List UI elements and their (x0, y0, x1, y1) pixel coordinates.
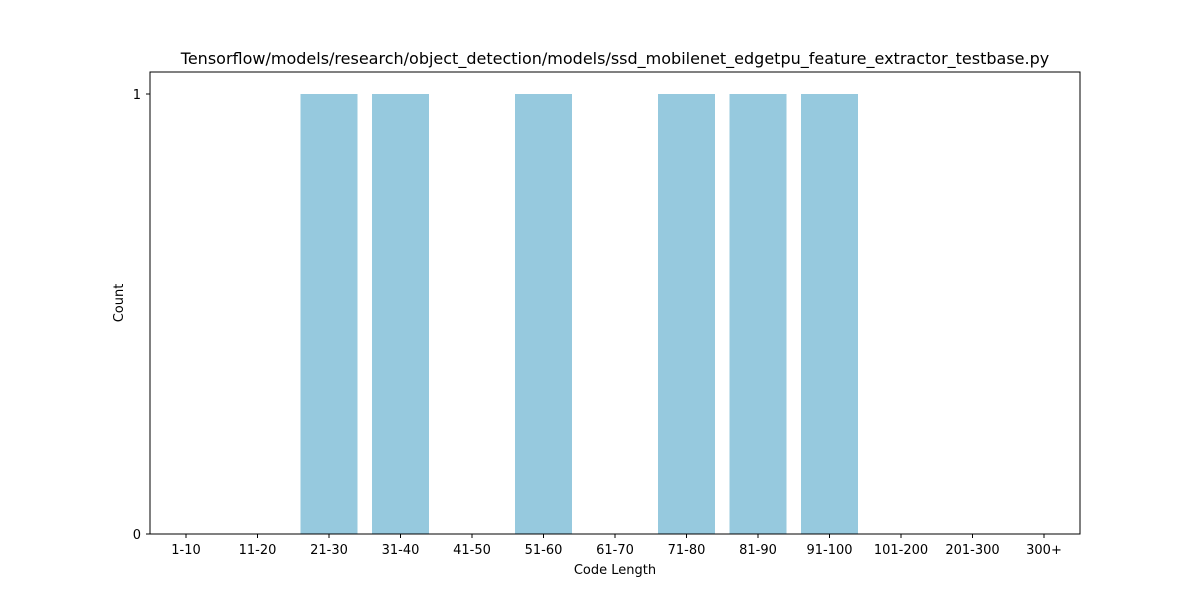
x-tick-label: 300+ (1026, 543, 1062, 558)
x-axis-ticks: 1-10 11-20 21-30 31-40 41-50 51-60 61-70 71-80 8… (171, 534, 1062, 558)
x-tick-label: 101-200 (874, 543, 928, 558)
x-tick-label: 61-70 (596, 543, 634, 558)
y-tick-label: 1 (133, 88, 141, 103)
y-axis-ticks: 01 (133, 88, 150, 543)
bar-71-80 (658, 94, 715, 534)
x-tick-label: 201-300 (945, 543, 999, 558)
x-tick-label: 21-30 (310, 543, 348, 558)
chart-title: Tensorflow/models/research/object_detect… (180, 49, 1049, 69)
x-axis-label: Code Length (574, 563, 656, 578)
x-tick-label: 31-40 (382, 543, 420, 558)
bars-group (300, 94, 858, 534)
bar-51-60 (515, 94, 572, 534)
x-tick-label: 91-100 (806, 543, 852, 558)
bar-31-40 (372, 94, 429, 534)
y-axis-label: Count (112, 284, 127, 323)
x-tick-label: 51-60 (525, 543, 563, 558)
bar-81-90 (729, 94, 787, 534)
x-tick-label: 11-20 (239, 543, 277, 558)
bar-91-100 (801, 94, 858, 534)
x-tick-label: 41-50 (453, 543, 491, 558)
bar-21-30 (300, 94, 358, 534)
y-tick-label: 0 (133, 528, 141, 543)
x-tick-label: 71-80 (668, 543, 706, 558)
x-tick-label: 81-90 (739, 543, 777, 558)
x-tick-label: 1-10 (171, 543, 201, 558)
